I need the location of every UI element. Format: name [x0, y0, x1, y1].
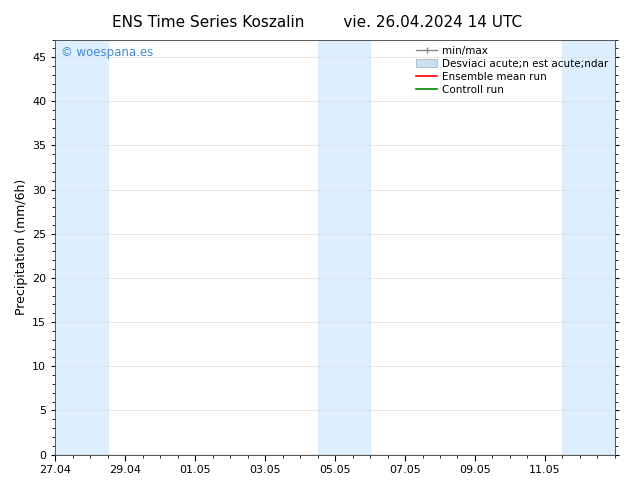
Bar [55, 40, 108, 455]
Bar [562, 40, 615, 455]
Legend: min/max, Desviaci acute;n est acute;ndar, Ensemble mean run, Controll run: min/max, Desviaci acute;n est acute;ndar… [412, 42, 612, 99]
Text: © woespana.es: © woespana.es [61, 46, 153, 59]
Y-axis label: Precipitation (mm/6h): Precipitation (mm/6h) [15, 179, 28, 315]
Bar [318, 40, 370, 455]
Text: ENS Time Series Koszalin        vie. 26.04.2024 14 UTC: ENS Time Series Koszalin vie. 26.04.2024… [112, 15, 522, 30]
